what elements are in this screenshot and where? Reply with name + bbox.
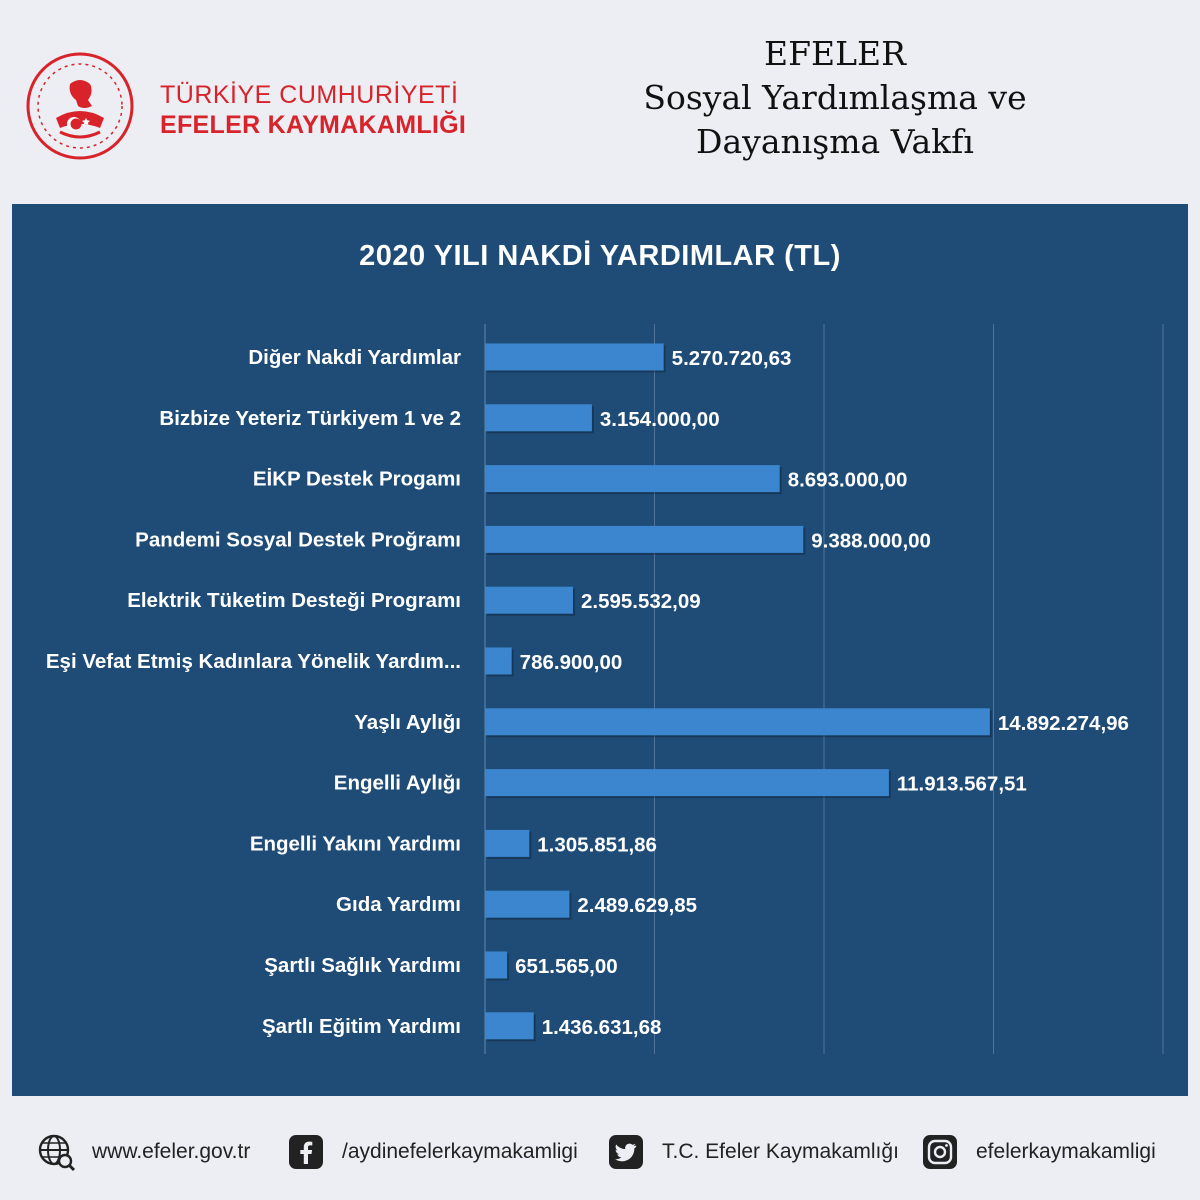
bar bbox=[485, 465, 780, 493]
twitter-icon bbox=[606, 1132, 646, 1172]
bar bbox=[485, 951, 508, 979]
logo-text: TÜRKİYE CUMHURİYETİ EFELER KAYMAKAMLIĞI bbox=[160, 80, 466, 140]
category-label: Eşi Vefat Etmiş Kadınlara Yönelik Yardım… bbox=[46, 650, 461, 673]
category-label: Engelli Yakını Yardımı bbox=[250, 832, 461, 855]
bar bbox=[485, 647, 512, 675]
footer-instagram[interactable]: efelerkaymakamligi bbox=[920, 1130, 1156, 1174]
footer-website[interactable]: www.efeler.gov.tr bbox=[36, 1130, 250, 1174]
category-label: Engelli Aylığı bbox=[334, 772, 461, 795]
bar bbox=[485, 343, 664, 371]
data-label: 786.900,00 bbox=[520, 651, 623, 674]
twitter-link[interactable]: T.C. Efeler Kaymakamlığı bbox=[662, 1140, 899, 1163]
header: TÜRKİYE CUMHURİYETİ EFELER KAYMAKAMLIĞI … bbox=[0, 0, 1200, 200]
logo-line-1: TÜRKİYE CUMHURİYETİ bbox=[160, 81, 459, 109]
chart-title: 2020 YILI NAKDİ YARDIMLAR (TL) bbox=[359, 240, 841, 272]
category-label: Elektrik Tüketim Desteği Programı bbox=[127, 589, 461, 612]
bar bbox=[485, 769, 889, 797]
logo-line-2: EFELER KAYMAKAMLIĞI bbox=[160, 111, 467, 139]
website-link[interactable]: www.efeler.gov.tr bbox=[92, 1140, 251, 1163]
instagram-link[interactable]: efelerkaymakamligi bbox=[976, 1140, 1156, 1163]
footer: www.efeler.gov.tr /aydinefelerkaymakamli… bbox=[0, 1110, 1200, 1200]
data-label: 5.270.720,63 bbox=[672, 347, 792, 370]
data-label: 11.913.567,51 bbox=[897, 773, 1027, 796]
data-label: 2.595.532,09 bbox=[581, 590, 701, 613]
category-label: Yaşlı Aylığı bbox=[354, 711, 461, 734]
org-line-2: Sosyal Yardımlaşma ve bbox=[643, 78, 1027, 117]
category-label: Bizbize Yeteriz Türkiyem 1 ve 2 bbox=[159, 407, 461, 430]
bar bbox=[485, 586, 573, 614]
facebook-icon bbox=[286, 1132, 326, 1172]
org-line-3: Dayanışma Vakfı bbox=[696, 122, 974, 161]
kaymakamlik-emblem-icon bbox=[26, 52, 134, 160]
data-label: 1.436.631,68 bbox=[542, 1016, 662, 1039]
facebook-link[interactable]: /aydinefelerkaymakamligi bbox=[342, 1140, 578, 1163]
bar bbox=[485, 708, 990, 736]
data-label: 8.693.000,00 bbox=[788, 469, 908, 492]
instagram-icon bbox=[920, 1132, 960, 1172]
bar bbox=[485, 404, 592, 432]
footer-facebook[interactable]: /aydinefelerkaymakamligi bbox=[286, 1130, 578, 1174]
data-label: 3.154.000,00 bbox=[600, 408, 720, 431]
bar bbox=[485, 890, 570, 918]
org-line-1: EFELER bbox=[764, 34, 906, 73]
category-label: Şartlı Eğitim Yardımı bbox=[262, 1015, 461, 1038]
organization-title: EFELER Sosyal Yardımlaşma ve Dayanışma V… bbox=[620, 32, 1050, 164]
data-label: 2.489.629,85 bbox=[577, 894, 697, 917]
category-label: Gıda Yardımı bbox=[336, 893, 461, 916]
chart-panel: 2020 YILI NAKDİ YARDIMLAR (TL) Diğer Nak… bbox=[12, 204, 1188, 1096]
bar bbox=[485, 829, 530, 857]
data-label: 9.388.000,00 bbox=[811, 529, 931, 552]
bar-chart: Diğer Nakdi Yardımlar 5.270.720,63 Bizbize… bbox=[46, 324, 1164, 1054]
category-label: EİKP Destek Progamı bbox=[253, 468, 461, 491]
data-label: 1.305.851,86 bbox=[537, 833, 657, 856]
category-label: Pandemi Sosyal Destek Proğramı bbox=[135, 528, 461, 551]
data-label: 14.892.274,96 bbox=[998, 712, 1129, 735]
globe-search-icon bbox=[36, 1132, 76, 1172]
category-label: Diğer Nakdi Yardımlar bbox=[248, 346, 461, 369]
bar bbox=[485, 525, 804, 553]
data-label: 651.565,00 bbox=[515, 955, 618, 978]
category-label: Şartlı Sağlık Yardımı bbox=[264, 954, 461, 977]
footer-twitter[interactable]: T.C. Efeler Kaymakamlığı bbox=[606, 1130, 899, 1174]
bar bbox=[485, 1012, 534, 1040]
